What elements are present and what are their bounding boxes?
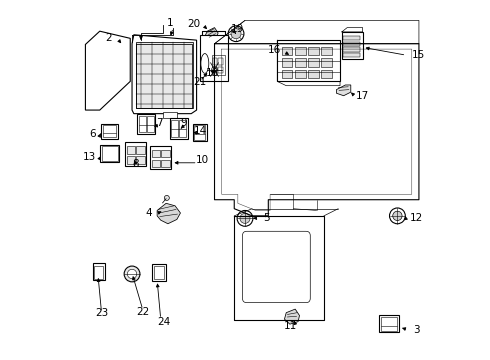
Bar (200, 35, 228, 81)
Bar (295, 46, 306, 55)
Bar (152, 264, 166, 281)
Text: 8: 8 (132, 159, 139, 169)
Circle shape (212, 67, 218, 72)
Bar (321, 58, 332, 67)
Bar (101, 124, 118, 139)
Bar (152, 149, 160, 157)
Bar (172, 120, 178, 137)
Circle shape (390, 208, 405, 224)
Text: 12: 12 (410, 213, 423, 222)
Bar (147, 116, 153, 132)
Bar (213, 58, 218, 65)
Text: 10: 10 (196, 155, 209, 165)
Circle shape (127, 269, 137, 279)
Text: 5: 5 (263, 213, 270, 222)
Text: 16: 16 (268, 45, 281, 55)
Text: 13: 13 (83, 152, 96, 162)
Text: 7: 7 (156, 118, 162, 128)
Bar (136, 146, 145, 154)
Text: 2: 2 (106, 33, 112, 43)
Bar (277, 40, 340, 81)
Bar (152, 159, 160, 167)
Bar (139, 116, 146, 132)
Circle shape (240, 213, 250, 224)
Text: 19: 19 (231, 24, 244, 34)
Bar (163, 112, 177, 118)
Circle shape (393, 211, 402, 221)
Circle shape (231, 29, 241, 39)
Polygon shape (285, 309, 299, 324)
Text: 22: 22 (136, 307, 149, 317)
Text: 20: 20 (187, 19, 200, 29)
Bar (137, 114, 155, 134)
Bar (93, 263, 105, 280)
Bar (126, 146, 135, 154)
Bar (212, 55, 224, 75)
Text: 9: 9 (181, 118, 187, 128)
Bar (295, 69, 306, 78)
Bar (100, 145, 120, 162)
Text: 23: 23 (95, 309, 108, 318)
Polygon shape (205, 28, 218, 40)
Bar (321, 46, 332, 55)
Bar (136, 156, 145, 164)
Bar (381, 318, 397, 330)
Bar (219, 67, 223, 73)
Circle shape (164, 195, 170, 201)
Bar (179, 120, 186, 137)
Bar (102, 125, 116, 137)
Text: 1: 1 (167, 18, 173, 28)
Bar (101, 146, 118, 161)
Bar (321, 69, 332, 78)
Bar (150, 146, 172, 169)
Bar (245, 232, 308, 300)
Text: 4: 4 (145, 208, 152, 218)
Bar (308, 58, 319, 67)
Bar (153, 266, 164, 279)
Text: 15: 15 (412, 50, 425, 60)
Text: 3: 3 (414, 325, 420, 335)
Bar (379, 315, 399, 332)
Bar (308, 46, 319, 55)
Bar (282, 69, 293, 78)
Text: 14: 14 (194, 126, 207, 135)
Bar (282, 46, 293, 55)
Bar (161, 159, 170, 167)
Bar (295, 58, 306, 67)
Text: 6: 6 (90, 129, 96, 139)
Bar (193, 124, 207, 141)
Circle shape (237, 211, 253, 226)
Polygon shape (132, 35, 196, 114)
Bar (95, 266, 102, 279)
Bar (213, 67, 218, 73)
Text: 17: 17 (356, 91, 369, 101)
Polygon shape (85, 31, 130, 110)
FancyBboxPatch shape (243, 231, 310, 303)
Bar (342, 32, 363, 59)
Bar (136, 42, 193, 108)
Bar (195, 126, 205, 140)
Bar (170, 118, 188, 139)
Circle shape (124, 266, 140, 282)
Bar (219, 58, 223, 65)
Bar (161, 149, 170, 157)
Bar (343, 41, 361, 46)
Bar (343, 53, 361, 57)
Ellipse shape (201, 54, 209, 73)
Text: 11: 11 (284, 321, 297, 331)
Circle shape (228, 26, 244, 41)
Text: 21: 21 (194, 77, 207, 87)
Text: 24: 24 (158, 317, 171, 327)
Bar (282, 58, 293, 67)
Bar (343, 47, 361, 51)
Polygon shape (157, 203, 180, 224)
Bar (308, 69, 319, 78)
Bar (343, 36, 361, 40)
Text: 18: 18 (205, 68, 219, 78)
Polygon shape (337, 85, 351, 96)
Bar (126, 156, 135, 164)
Bar (125, 142, 147, 166)
